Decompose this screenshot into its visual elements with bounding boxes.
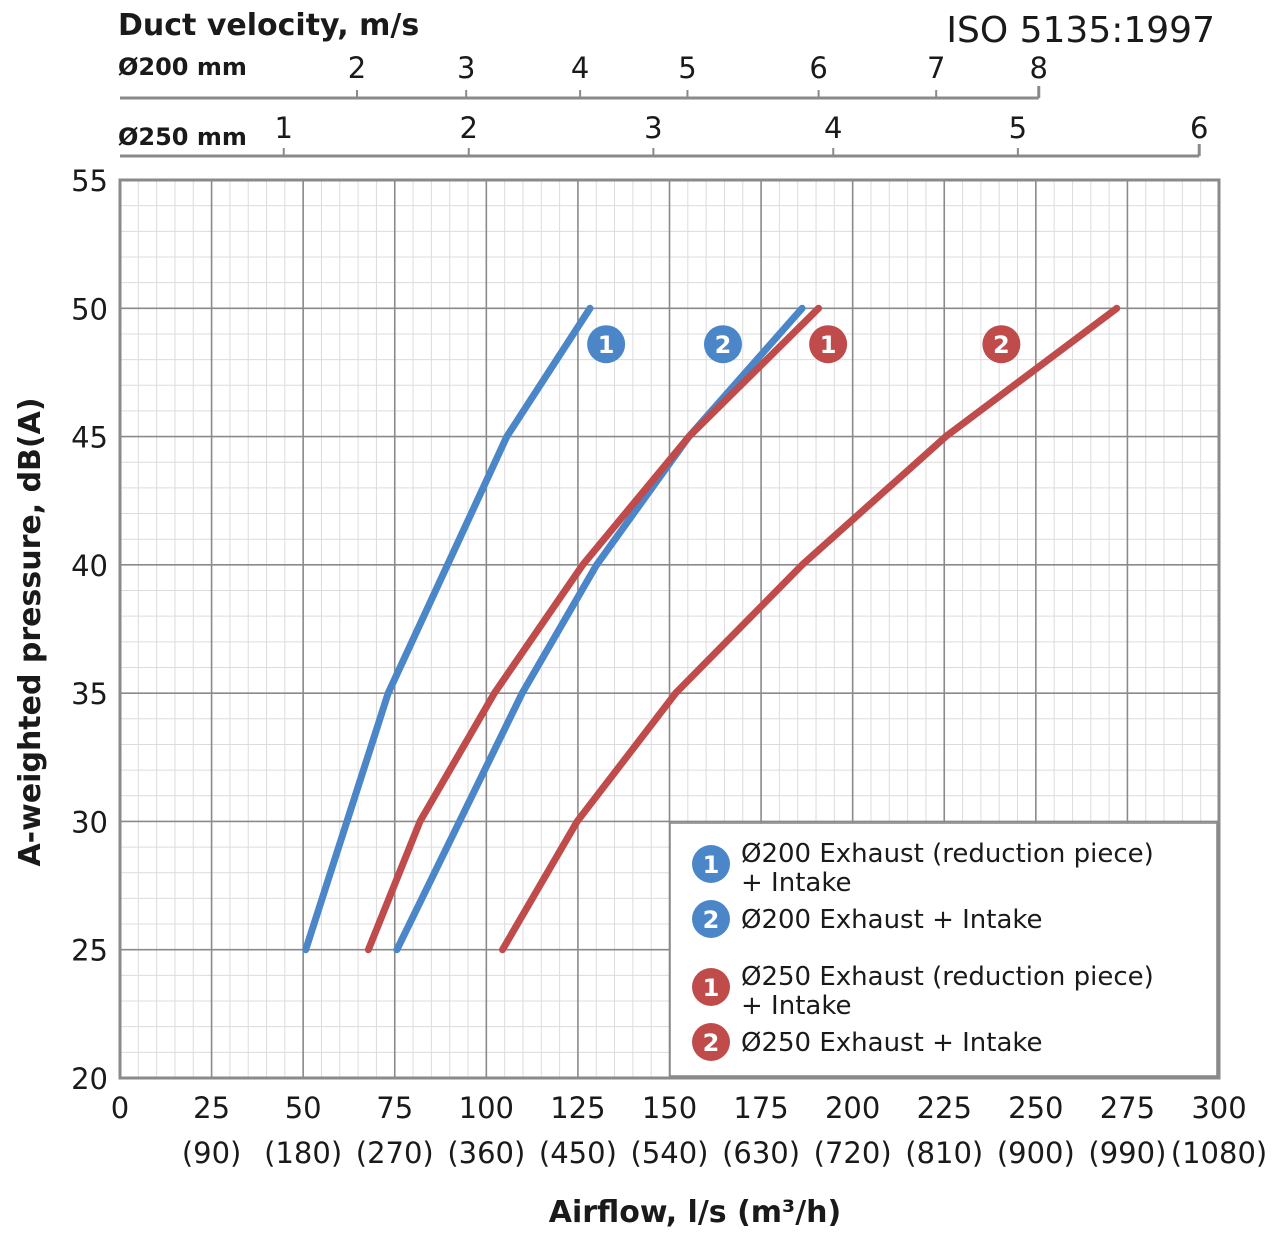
velocity-tick-label: 1 <box>275 111 293 145</box>
velocity-tick-label: 5 <box>1009 111 1027 145</box>
velocity-scale-label: Ø200 mm <box>118 53 247 81</box>
series-badge-number: 2 <box>993 331 1010 359</box>
y-axis-label: A-weighted pressure, dB(A) <box>13 397 48 866</box>
x-tick-label: 225 <box>917 1091 972 1125</box>
velocity-scale-label: Ø250 mm <box>118 123 247 151</box>
series-badge-4 <box>982 325 1021 364</box>
plot-frame <box>118 178 1221 1080</box>
series-badge-2 <box>703 325 742 364</box>
x-tick-label-m3h: (180) <box>264 1136 342 1170</box>
x-tick-label-m3h: (900) <box>997 1136 1075 1170</box>
legend-label: + Intake <box>741 868 851 898</box>
velocity-tick-label: 5 <box>678 51 696 85</box>
standard-label: ISO 5135:1997 <box>946 10 1215 51</box>
x-tick-label-m3h: (450) <box>539 1136 617 1170</box>
legend-badge-number: 2 <box>703 1029 720 1057</box>
y-tick-label: 55 <box>71 164 108 198</box>
legend-badge-number: 1 <box>703 974 720 1002</box>
legend-label: Ø250 Exhaust (reduction piece) <box>741 962 1154 992</box>
velocity-tick-label: 2 <box>348 51 366 85</box>
series-badge-3 <box>809 325 848 364</box>
legend-badge-number: 2 <box>703 906 720 934</box>
x-tick-label-m3h: (630) <box>722 1136 800 1170</box>
x-tick-label-m3h: (990) <box>1088 1136 1166 1170</box>
legend-label: Ø250 Exhaust + Intake <box>741 1028 1043 1058</box>
y-tick-label: 45 <box>71 421 108 455</box>
legend-badge <box>692 900 730 938</box>
velocity-tick-label: 4 <box>571 51 589 85</box>
velocity-tick-label: 4 <box>824 111 842 145</box>
series-badge-number: 1 <box>820 331 837 359</box>
chart-legend: 1 Ø200 Exhaust (reduction piece)+ Intake2… <box>669 822 1218 1077</box>
x-tick-label: 25 <box>193 1091 230 1125</box>
legend-label: Ø200 Exhaust (reduction piece) <box>741 839 1154 869</box>
x-tick-label: 100 <box>459 1091 514 1125</box>
x-tick-label-m3h: (720) <box>814 1136 892 1170</box>
x-tick-label-m3h: (540) <box>631 1136 709 1170</box>
x-tick-label-m3h: (810) <box>905 1136 983 1170</box>
series-line-2 <box>393 304 806 954</box>
y-tick-label: 35 <box>71 677 108 711</box>
velocity-tick-label: 2 <box>460 111 478 145</box>
x-tick-label: 200 <box>825 1091 880 1125</box>
y-tick-label: 25 <box>71 934 108 968</box>
series-badge-number: 2 <box>715 331 732 359</box>
x-tick-label: 250 <box>1008 1091 1063 1125</box>
y-tick-label: 50 <box>71 292 108 326</box>
velocity-tick-label: 7 <box>927 51 945 85</box>
x-tick-label: 125 <box>550 1091 605 1125</box>
series-line-4 <box>499 304 1121 954</box>
duct-velocity-axis: Duct velocity, m/s Ø200 mm 2 3 4 5 6 7 8 Ø250 mm… <box>118 8 1208 158</box>
series-badge-number: 1 <box>598 331 615 359</box>
y-tick-label: 30 <box>71 805 108 839</box>
legend-label: Ø200 Exhaust + Intake <box>741 905 1043 935</box>
duct-velocity-axis-title: Duct velocity, m/s <box>118 8 419 43</box>
y-tick-label: 20 <box>71 1062 108 1096</box>
legend-label: + Intake <box>741 991 851 1021</box>
y-tick-label: 40 <box>71 549 108 583</box>
x-tick-label: 275 <box>1100 1091 1155 1125</box>
series-badge-1 <box>587 325 626 364</box>
series-line-3 <box>364 304 823 954</box>
legend-badge-number: 1 <box>703 851 720 879</box>
velocity-tick-label: 8 <box>1030 51 1048 85</box>
x-tick-label: 0 <box>111 1091 129 1125</box>
x-tick-label: 150 <box>642 1091 697 1125</box>
legend-badge <box>692 1023 730 1061</box>
plot-axes: 0 25 50 75 100 125 150 175 200 225 250 275 300(90) (1… <box>71 164 1267 1170</box>
x-tick-label-m3h: (270) <box>356 1136 434 1170</box>
velocity-tick-label: 3 <box>457 51 475 85</box>
legend-box <box>669 822 1218 1077</box>
x-tick-label: 75 <box>376 1091 413 1125</box>
x-tick-label: 50 <box>285 1091 322 1125</box>
data-series: 1 2 1 2 <box>302 304 1121 954</box>
velocity-tick-label: 6 <box>809 51 827 85</box>
x-tick-label: 300 <box>1191 1091 1246 1125</box>
velocity-tick-label: 6 <box>1190 111 1208 145</box>
x-tick-label-m3h: (1080) <box>1171 1136 1267 1170</box>
x-tick-label-m3h: (90) <box>182 1136 242 1170</box>
velocity-tick-label: 3 <box>644 111 662 145</box>
series-line-1 <box>302 304 594 954</box>
x-tick-label-m3h: (360) <box>447 1136 525 1170</box>
x-axis-label: Airflow, l/s (m³/h) <box>549 1195 841 1230</box>
legend-badge <box>692 845 730 883</box>
legend-badge <box>692 968 730 1006</box>
x-tick-label: 175 <box>733 1091 788 1125</box>
